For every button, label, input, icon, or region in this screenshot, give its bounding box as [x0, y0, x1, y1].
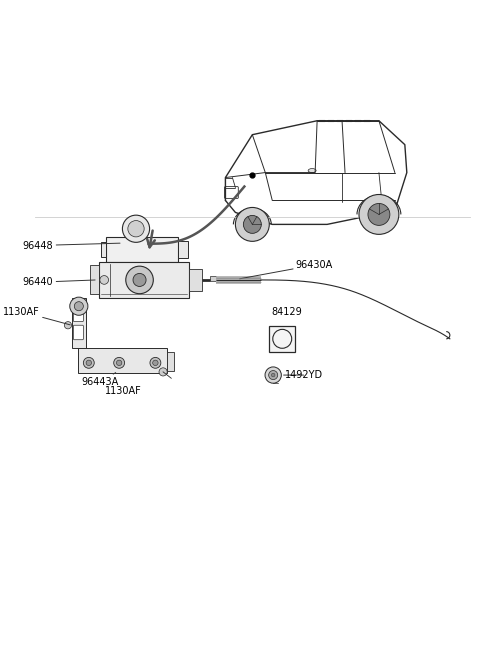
- Text: 1130AF: 1130AF: [3, 307, 70, 325]
- Circle shape: [114, 358, 125, 368]
- Text: 84129: 84129: [271, 307, 302, 317]
- Circle shape: [359, 195, 399, 234]
- Circle shape: [128, 221, 144, 237]
- Circle shape: [117, 360, 122, 365]
- Bar: [269, 326, 295, 352]
- Text: 1130AF: 1130AF: [105, 386, 142, 396]
- Circle shape: [269, 371, 278, 380]
- Circle shape: [122, 215, 150, 242]
- Ellipse shape: [308, 168, 316, 172]
- FancyBboxPatch shape: [73, 307, 84, 322]
- Bar: [210, 276, 216, 282]
- Circle shape: [70, 297, 88, 315]
- Circle shape: [265, 367, 281, 383]
- Text: 96448: 96448: [23, 240, 120, 250]
- Bar: [167, 352, 173, 371]
- Circle shape: [64, 322, 72, 329]
- Bar: [106, 237, 178, 262]
- Circle shape: [86, 360, 92, 365]
- Text: 96430A: 96430A: [240, 260, 333, 279]
- Bar: [78, 348, 167, 373]
- Bar: [101, 242, 106, 257]
- Text: 96440: 96440: [23, 277, 95, 287]
- Circle shape: [153, 360, 158, 365]
- Bar: [72, 298, 86, 348]
- Text: 1492YD: 1492YD: [284, 370, 323, 380]
- Bar: [190, 269, 202, 291]
- Text: 96443A: 96443A: [82, 373, 119, 387]
- Bar: [99, 262, 190, 298]
- Circle shape: [150, 358, 161, 368]
- Circle shape: [133, 273, 146, 286]
- Circle shape: [126, 266, 153, 293]
- Circle shape: [235, 208, 269, 241]
- FancyBboxPatch shape: [73, 326, 84, 340]
- Circle shape: [243, 215, 261, 233]
- Bar: [178, 240, 188, 258]
- Circle shape: [84, 358, 94, 368]
- Bar: [90, 265, 99, 295]
- Circle shape: [74, 302, 84, 310]
- Circle shape: [100, 276, 108, 284]
- Circle shape: [271, 373, 275, 377]
- Circle shape: [368, 204, 390, 225]
- Circle shape: [159, 368, 167, 376]
